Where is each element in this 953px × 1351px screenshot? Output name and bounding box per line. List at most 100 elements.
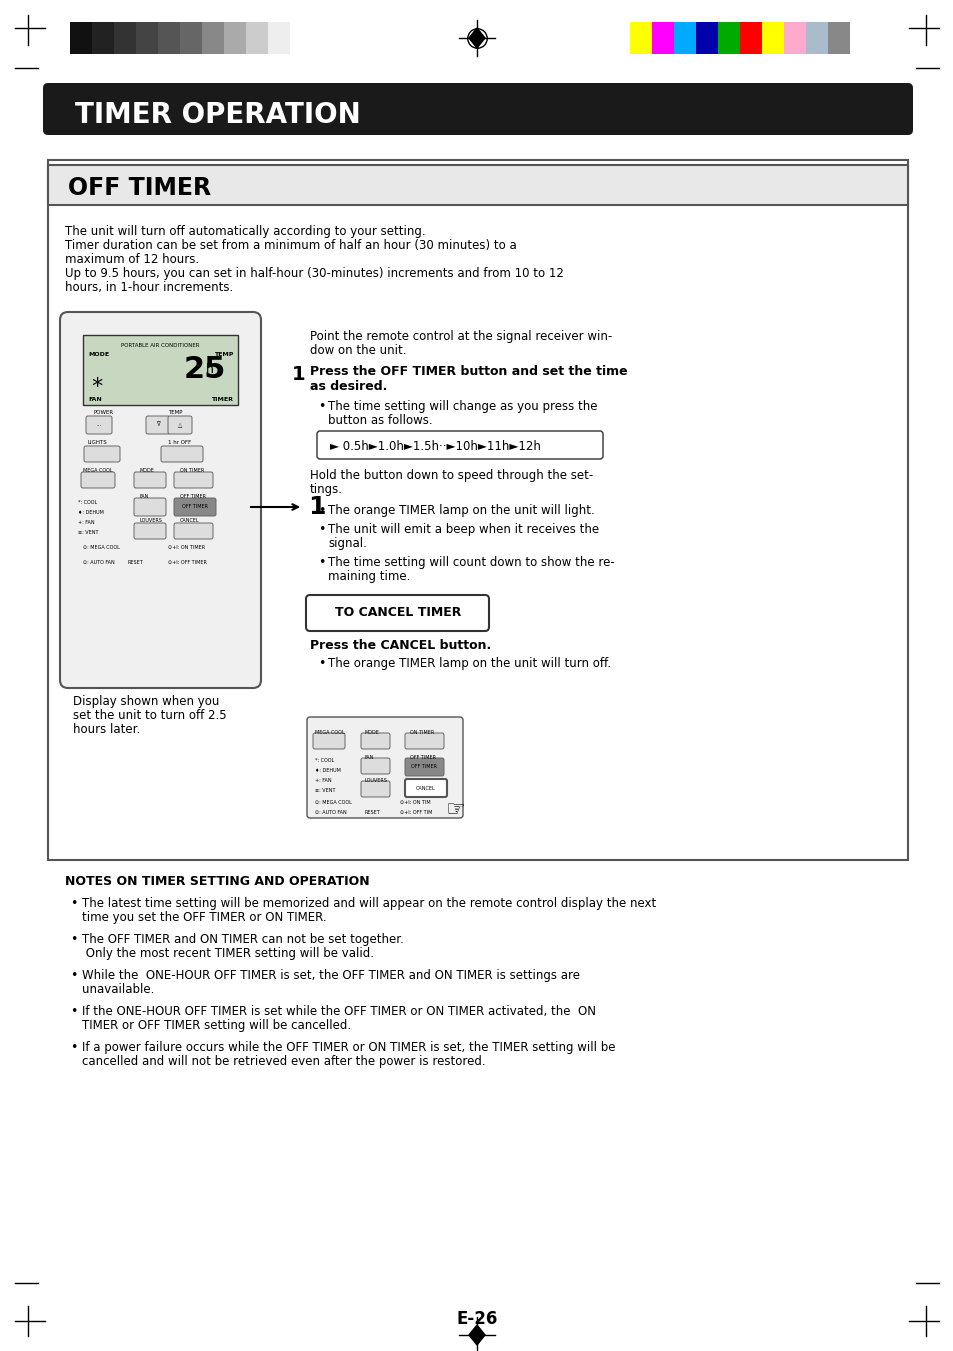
Text: Press the OFF TIMER button and set the time: Press the OFF TIMER button and set the t… xyxy=(310,365,627,378)
Text: Timer duration can be set from a minimum of half an hour (30 minutes) to a: Timer duration can be set from a minimum… xyxy=(65,239,517,253)
Text: ⊙+I: OFF TIM: ⊙+I: OFF TIM xyxy=(399,811,432,815)
Bar xyxy=(761,22,783,54)
Text: button as follows.: button as follows. xyxy=(328,413,432,427)
Text: •: • xyxy=(70,1042,77,1054)
Text: •: • xyxy=(317,523,325,536)
Text: The OFF TIMER and ON TIMER can not be set together.: The OFF TIMER and ON TIMER can not be se… xyxy=(82,934,403,946)
FancyBboxPatch shape xyxy=(60,312,261,688)
FancyBboxPatch shape xyxy=(86,416,112,434)
FancyBboxPatch shape xyxy=(173,499,215,516)
FancyBboxPatch shape xyxy=(168,416,192,434)
Text: If a power failure occurs while the OFF TIMER or ON TIMER is set, the TIMER sett: If a power failure occurs while the OFF … xyxy=(82,1042,615,1054)
Text: TIMER or OFF TIMER setting will be cancelled.: TIMER or OFF TIMER setting will be cance… xyxy=(82,1019,351,1032)
Text: MEGA COOL: MEGA COOL xyxy=(83,467,112,473)
Polygon shape xyxy=(469,28,484,49)
Text: If the ONE-HOUR OFF TIMER is set while the OFF TIMER or ON TIMER activated, the : If the ONE-HOUR OFF TIMER is set while t… xyxy=(82,1005,596,1019)
Text: ⊙: AUTO FAN: ⊙: AUTO FAN xyxy=(314,811,346,815)
Bar xyxy=(48,165,907,205)
Text: +: FAN: +: FAN xyxy=(78,520,94,526)
Text: ...: ... xyxy=(96,423,102,427)
FancyBboxPatch shape xyxy=(84,446,120,462)
Text: hours later.: hours later. xyxy=(73,723,140,736)
Bar xyxy=(224,22,246,54)
FancyBboxPatch shape xyxy=(360,734,390,748)
FancyBboxPatch shape xyxy=(316,431,602,459)
Text: RESET: RESET xyxy=(128,561,144,565)
Text: ☞: ☞ xyxy=(444,800,464,820)
FancyBboxPatch shape xyxy=(173,471,213,488)
FancyBboxPatch shape xyxy=(48,159,907,861)
FancyBboxPatch shape xyxy=(307,717,462,817)
Text: maximum of 12 hours.: maximum of 12 hours. xyxy=(65,253,199,266)
FancyBboxPatch shape xyxy=(43,82,912,135)
Text: ON TIMER: ON TIMER xyxy=(410,730,434,735)
Text: ∇: ∇ xyxy=(156,423,160,427)
FancyBboxPatch shape xyxy=(405,758,443,775)
Bar xyxy=(202,22,224,54)
Text: 25: 25 xyxy=(184,355,226,384)
Bar xyxy=(651,22,673,54)
Text: •: • xyxy=(70,897,77,911)
Text: ⊙: MEGA COOL: ⊙: MEGA COOL xyxy=(83,544,120,550)
FancyBboxPatch shape xyxy=(81,471,115,488)
Text: MODE: MODE xyxy=(365,730,379,735)
Text: OFF TIMER: OFF TIMER xyxy=(182,504,208,509)
Text: TEMP: TEMP xyxy=(168,409,182,415)
Text: ⊙+I: ON TIM: ⊙+I: ON TIM xyxy=(399,800,430,805)
Text: 1 hr OFF: 1 hr OFF xyxy=(168,440,191,444)
Text: NOTES ON TIMER SETTING AND OPERATION: NOTES ON TIMER SETTING AND OPERATION xyxy=(65,875,369,888)
Text: •: • xyxy=(70,969,77,982)
Text: •: • xyxy=(317,504,325,517)
Text: ♦: DEHUM: ♦: DEHUM xyxy=(314,767,340,773)
Text: The time setting will count down to show the re-: The time setting will count down to show… xyxy=(328,557,614,569)
Text: dow on the unit.: dow on the unit. xyxy=(310,345,406,357)
Text: ON TIMER: ON TIMER xyxy=(180,467,204,473)
Text: PORTABLE AIR CONDITIONER: PORTABLE AIR CONDITIONER xyxy=(121,343,199,349)
Text: While the  ONE-HOUR OFF TIMER is set, the OFF TIMER and ON TIMER is settings are: While the ONE-HOUR OFF TIMER is set, the… xyxy=(82,969,579,982)
Text: time you set the OFF TIMER or ON TIMER.: time you set the OFF TIMER or ON TIMER. xyxy=(82,911,326,924)
Text: The unit will emit a beep when it receives the: The unit will emit a beep when it receiv… xyxy=(328,523,598,536)
Text: 1: 1 xyxy=(308,494,325,519)
Text: MODE: MODE xyxy=(88,353,109,357)
Bar xyxy=(696,22,718,54)
Text: FAN: FAN xyxy=(140,494,150,499)
Text: OFF TIMER: OFF TIMER xyxy=(411,765,437,770)
Bar xyxy=(629,22,651,54)
Text: Hold the button down to speed through the set-: Hold the button down to speed through th… xyxy=(310,469,593,482)
Text: tings.: tings. xyxy=(310,484,343,496)
Text: ⊙: AUTO FAN: ⊙: AUTO FAN xyxy=(83,561,114,565)
FancyBboxPatch shape xyxy=(306,594,489,631)
Text: MEGA COOL: MEGA COOL xyxy=(314,730,344,735)
FancyBboxPatch shape xyxy=(405,734,443,748)
Text: 1: 1 xyxy=(292,365,305,384)
Text: Press the CANCEL button.: Press the CANCEL button. xyxy=(310,639,491,653)
Text: TIMER: TIMER xyxy=(211,397,233,403)
Bar xyxy=(827,22,849,54)
Bar xyxy=(805,22,827,54)
Text: cancelled and will not be retrieved even after the power is restored.: cancelled and will not be retrieved even… xyxy=(82,1055,485,1069)
Text: MODE: MODE xyxy=(140,467,154,473)
Text: *: * xyxy=(91,377,102,397)
FancyBboxPatch shape xyxy=(133,523,166,539)
Text: TO CANCEL TIMER: TO CANCEL TIMER xyxy=(335,607,460,620)
FancyBboxPatch shape xyxy=(313,734,345,748)
FancyBboxPatch shape xyxy=(360,781,390,797)
Text: OFF TIMER: OFF TIMER xyxy=(410,755,436,761)
Text: ⊙: MEGA COOL: ⊙: MEGA COOL xyxy=(314,800,352,805)
FancyBboxPatch shape xyxy=(146,416,170,434)
Text: hours, in 1-hour increments.: hours, in 1-hour increments. xyxy=(65,281,233,295)
Text: •: • xyxy=(317,557,325,569)
Text: E-26: E-26 xyxy=(456,1310,497,1328)
Text: The latest time setting will be memorized and will appear on the remote control : The latest time setting will be memorize… xyxy=(82,897,656,911)
Text: FAN: FAN xyxy=(365,755,374,761)
Bar xyxy=(70,22,91,54)
Text: TIMER OPERATION: TIMER OPERATION xyxy=(75,101,360,128)
FancyBboxPatch shape xyxy=(405,780,447,797)
Text: •: • xyxy=(70,934,77,946)
Text: unavailable.: unavailable. xyxy=(82,984,154,996)
Text: CANCEL: CANCEL xyxy=(416,785,436,790)
Text: *: COOL: *: COOL xyxy=(314,758,334,763)
Text: •: • xyxy=(317,657,325,670)
Text: LOUVERS: LOUVERS xyxy=(140,517,163,523)
Bar xyxy=(83,335,237,405)
